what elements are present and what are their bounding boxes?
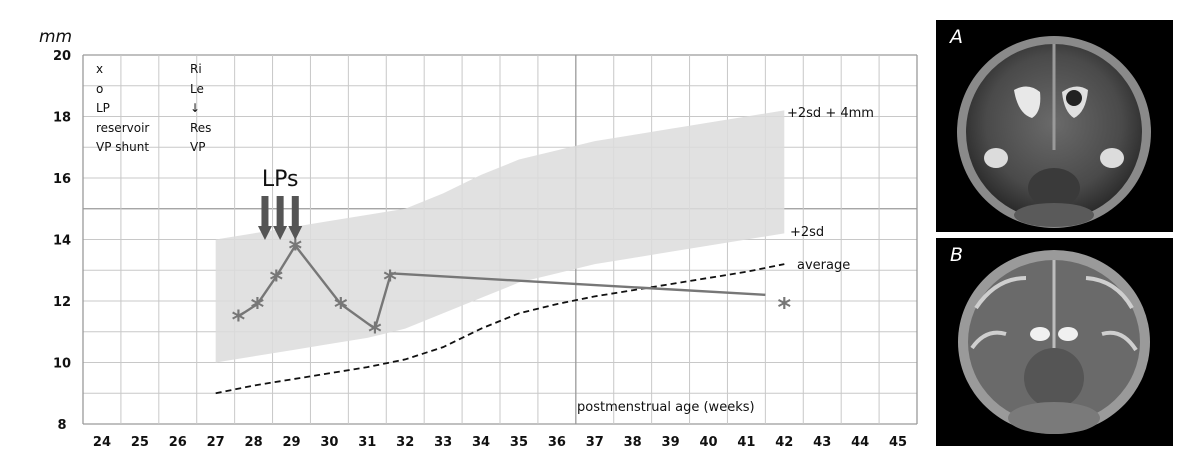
lp-arrow-head bbox=[288, 226, 303, 240]
sd-band bbox=[215, 110, 785, 363]
data-point: * bbox=[288, 235, 302, 265]
lp-arrow-shaft bbox=[261, 196, 269, 226]
lp-arrow-shaft bbox=[276, 196, 284, 226]
legend-symbol: x bbox=[96, 62, 103, 76]
x-tick-label: 25 bbox=[131, 435, 149, 450]
mri-image-b bbox=[958, 250, 1150, 434]
x-tick-label: 42 bbox=[775, 435, 793, 450]
lp-arrow-head bbox=[273, 226, 288, 240]
legend-meaning: VP bbox=[190, 140, 205, 154]
x-tick-label: 29 bbox=[282, 435, 300, 450]
lp-arrow-head bbox=[257, 226, 272, 240]
legend-meaning: Res bbox=[190, 121, 211, 135]
x-tick-label: 26 bbox=[169, 435, 187, 450]
x-tick-label: 38 bbox=[624, 435, 642, 450]
panel-letter-a: A bbox=[950, 26, 963, 48]
measurement-series: * ******* bbox=[232, 235, 792, 348]
x-tick-label: 43 bbox=[813, 435, 831, 450]
x-tick-label: 30 bbox=[320, 435, 338, 450]
x-tick-label: 28 bbox=[245, 435, 263, 450]
data-point: * bbox=[334, 293, 348, 323]
x-tick-label: 33 bbox=[434, 435, 452, 450]
legend-symbol: o bbox=[96, 82, 103, 96]
series-line bbox=[389, 272, 766, 297]
x-axis-label: postmenstrual age (weeks) bbox=[577, 400, 755, 415]
mri-image-a bbox=[957, 36, 1151, 228]
lp-label: LPs bbox=[262, 167, 299, 192]
series-line bbox=[237, 243, 392, 331]
lp-arrow-shaft bbox=[291, 196, 299, 226]
y-unit-label: mm bbox=[39, 27, 72, 47]
x-tick-label: 27 bbox=[207, 435, 225, 450]
x-tick-label: 40 bbox=[699, 435, 717, 450]
data-point: * bbox=[778, 293, 792, 323]
legend-symbol: reservoir bbox=[96, 121, 149, 135]
x-tick-label: 32 bbox=[396, 435, 414, 450]
legend-meaning: ↓ bbox=[190, 101, 200, 115]
mri-panel-a: A bbox=[936, 20, 1173, 232]
x-tick-label: 45 bbox=[889, 435, 907, 450]
legend-meaning: Ri bbox=[190, 62, 202, 76]
x-tick-label: 24 bbox=[93, 435, 111, 450]
y-tick-label: 16 bbox=[53, 172, 71, 187]
y-tick-label: 14 bbox=[53, 234, 71, 249]
average-line bbox=[215, 263, 785, 395]
x-tick-label: 35 bbox=[510, 435, 528, 450]
panel-letter-b: B bbox=[950, 244, 964, 266]
data-point: * bbox=[232, 305, 246, 335]
data-point: * bbox=[251, 293, 265, 323]
x-tick-label: 31 bbox=[358, 435, 376, 450]
band-lower-label: +2sd bbox=[790, 225, 824, 240]
data-point: * bbox=[270, 265, 284, 295]
lp-arrows: LPs bbox=[257, 167, 303, 240]
legend-symbol: VP shunt bbox=[96, 140, 149, 154]
data-point: * bbox=[368, 318, 382, 348]
y-tick-label: 10 bbox=[53, 357, 71, 372]
x-tick-label: 44 bbox=[851, 435, 869, 450]
x-tick-label: 39 bbox=[662, 435, 680, 450]
y-tick-label: 18 bbox=[53, 111, 71, 126]
y-tick-label: 8 bbox=[57, 418, 66, 433]
x-tick-label: 34 bbox=[472, 435, 490, 450]
y-tick-label: 12 bbox=[53, 295, 71, 310]
x-tick-label: 37 bbox=[586, 435, 604, 450]
legend-symbol: LP bbox=[96, 101, 110, 115]
legend-meaning: Le bbox=[190, 82, 204, 96]
band-area bbox=[215, 110, 785, 363]
average-label: average bbox=[797, 258, 850, 273]
average-curve bbox=[215, 263, 785, 395]
band-upper-label: +2sd + 4mm bbox=[787, 106, 874, 121]
x-tick-label: 36 bbox=[548, 435, 566, 450]
labels: 8 10 12 14 16 18 20 24 25 26 27 28 29 30 31 32 33 34 35 36 3… bbox=[39, 27, 907, 450]
y-tick-label: 20 bbox=[53, 49, 71, 64]
data-point: * bbox=[383, 265, 397, 295]
mri-panel-b: B bbox=[936, 238, 1173, 446]
x-tick-label: 41 bbox=[737, 435, 755, 450]
